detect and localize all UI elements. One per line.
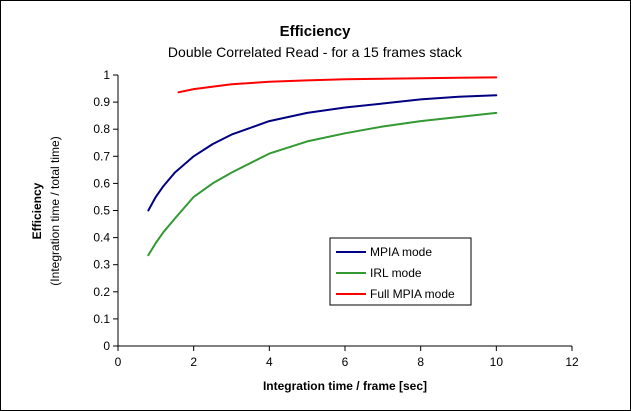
x-tick-label: 6 <box>342 355 349 369</box>
y-tick-label: 0.1 <box>93 312 110 326</box>
series-line-irl-mode <box>147 111 498 257</box>
x-axis-title: Integration time / frame [sec] <box>263 379 427 393</box>
x-axis-ticks: 0 2 4 6 8 10 12 <box>115 346 579 369</box>
x-tick-label: 2 <box>190 355 197 369</box>
x-tick-label: 4 <box>266 355 273 369</box>
legend-label: MPIA mode <box>370 245 432 259</box>
y-tick-label: 0.2 <box>93 285 110 299</box>
legend-label: Full MPIA mode <box>370 287 455 301</box>
legend: MPIA mode IRL mode Full MPIA mode <box>329 237 472 306</box>
series-layer <box>147 76 498 257</box>
y-axis-title: Efficiency <box>30 182 44 239</box>
y-axis-subtitle: (Integration time / total time) <box>48 136 62 285</box>
series-line-full-mpia-mode <box>177 76 498 94</box>
x-tick-label: 8 <box>417 355 424 369</box>
series-line-mpia-mode <box>147 94 498 212</box>
y-tick-label: 1 <box>103 68 110 82</box>
legend-label: IRL mode <box>370 266 422 280</box>
x-tick-label: 10 <box>490 355 504 369</box>
y-tick-label: 0.6 <box>93 176 110 190</box>
y-tick-label: 0.7 <box>93 149 110 163</box>
x-tick-label: 12 <box>565 355 579 369</box>
y-tick-label: 0.8 <box>93 122 110 136</box>
y-tick-label: 0.3 <box>93 258 110 272</box>
chart-subtitle: Double Correlated Read - for a 15 frames… <box>168 44 463 60</box>
y-tick-label: 0.9 <box>93 95 110 109</box>
y-axis-ticks: 0 0.1 0.2 0.3 0.4 0.5 0.6 0.7 0.8 0.9 1 <box>93 68 118 353</box>
y-tick-label: 0.4 <box>93 231 110 245</box>
y-tick-label: 0 <box>103 339 110 353</box>
y-tick-label: 0.5 <box>93 204 110 218</box>
x-tick-label: 0 <box>115 355 122 369</box>
chart-title: Efficiency <box>280 23 352 40</box>
